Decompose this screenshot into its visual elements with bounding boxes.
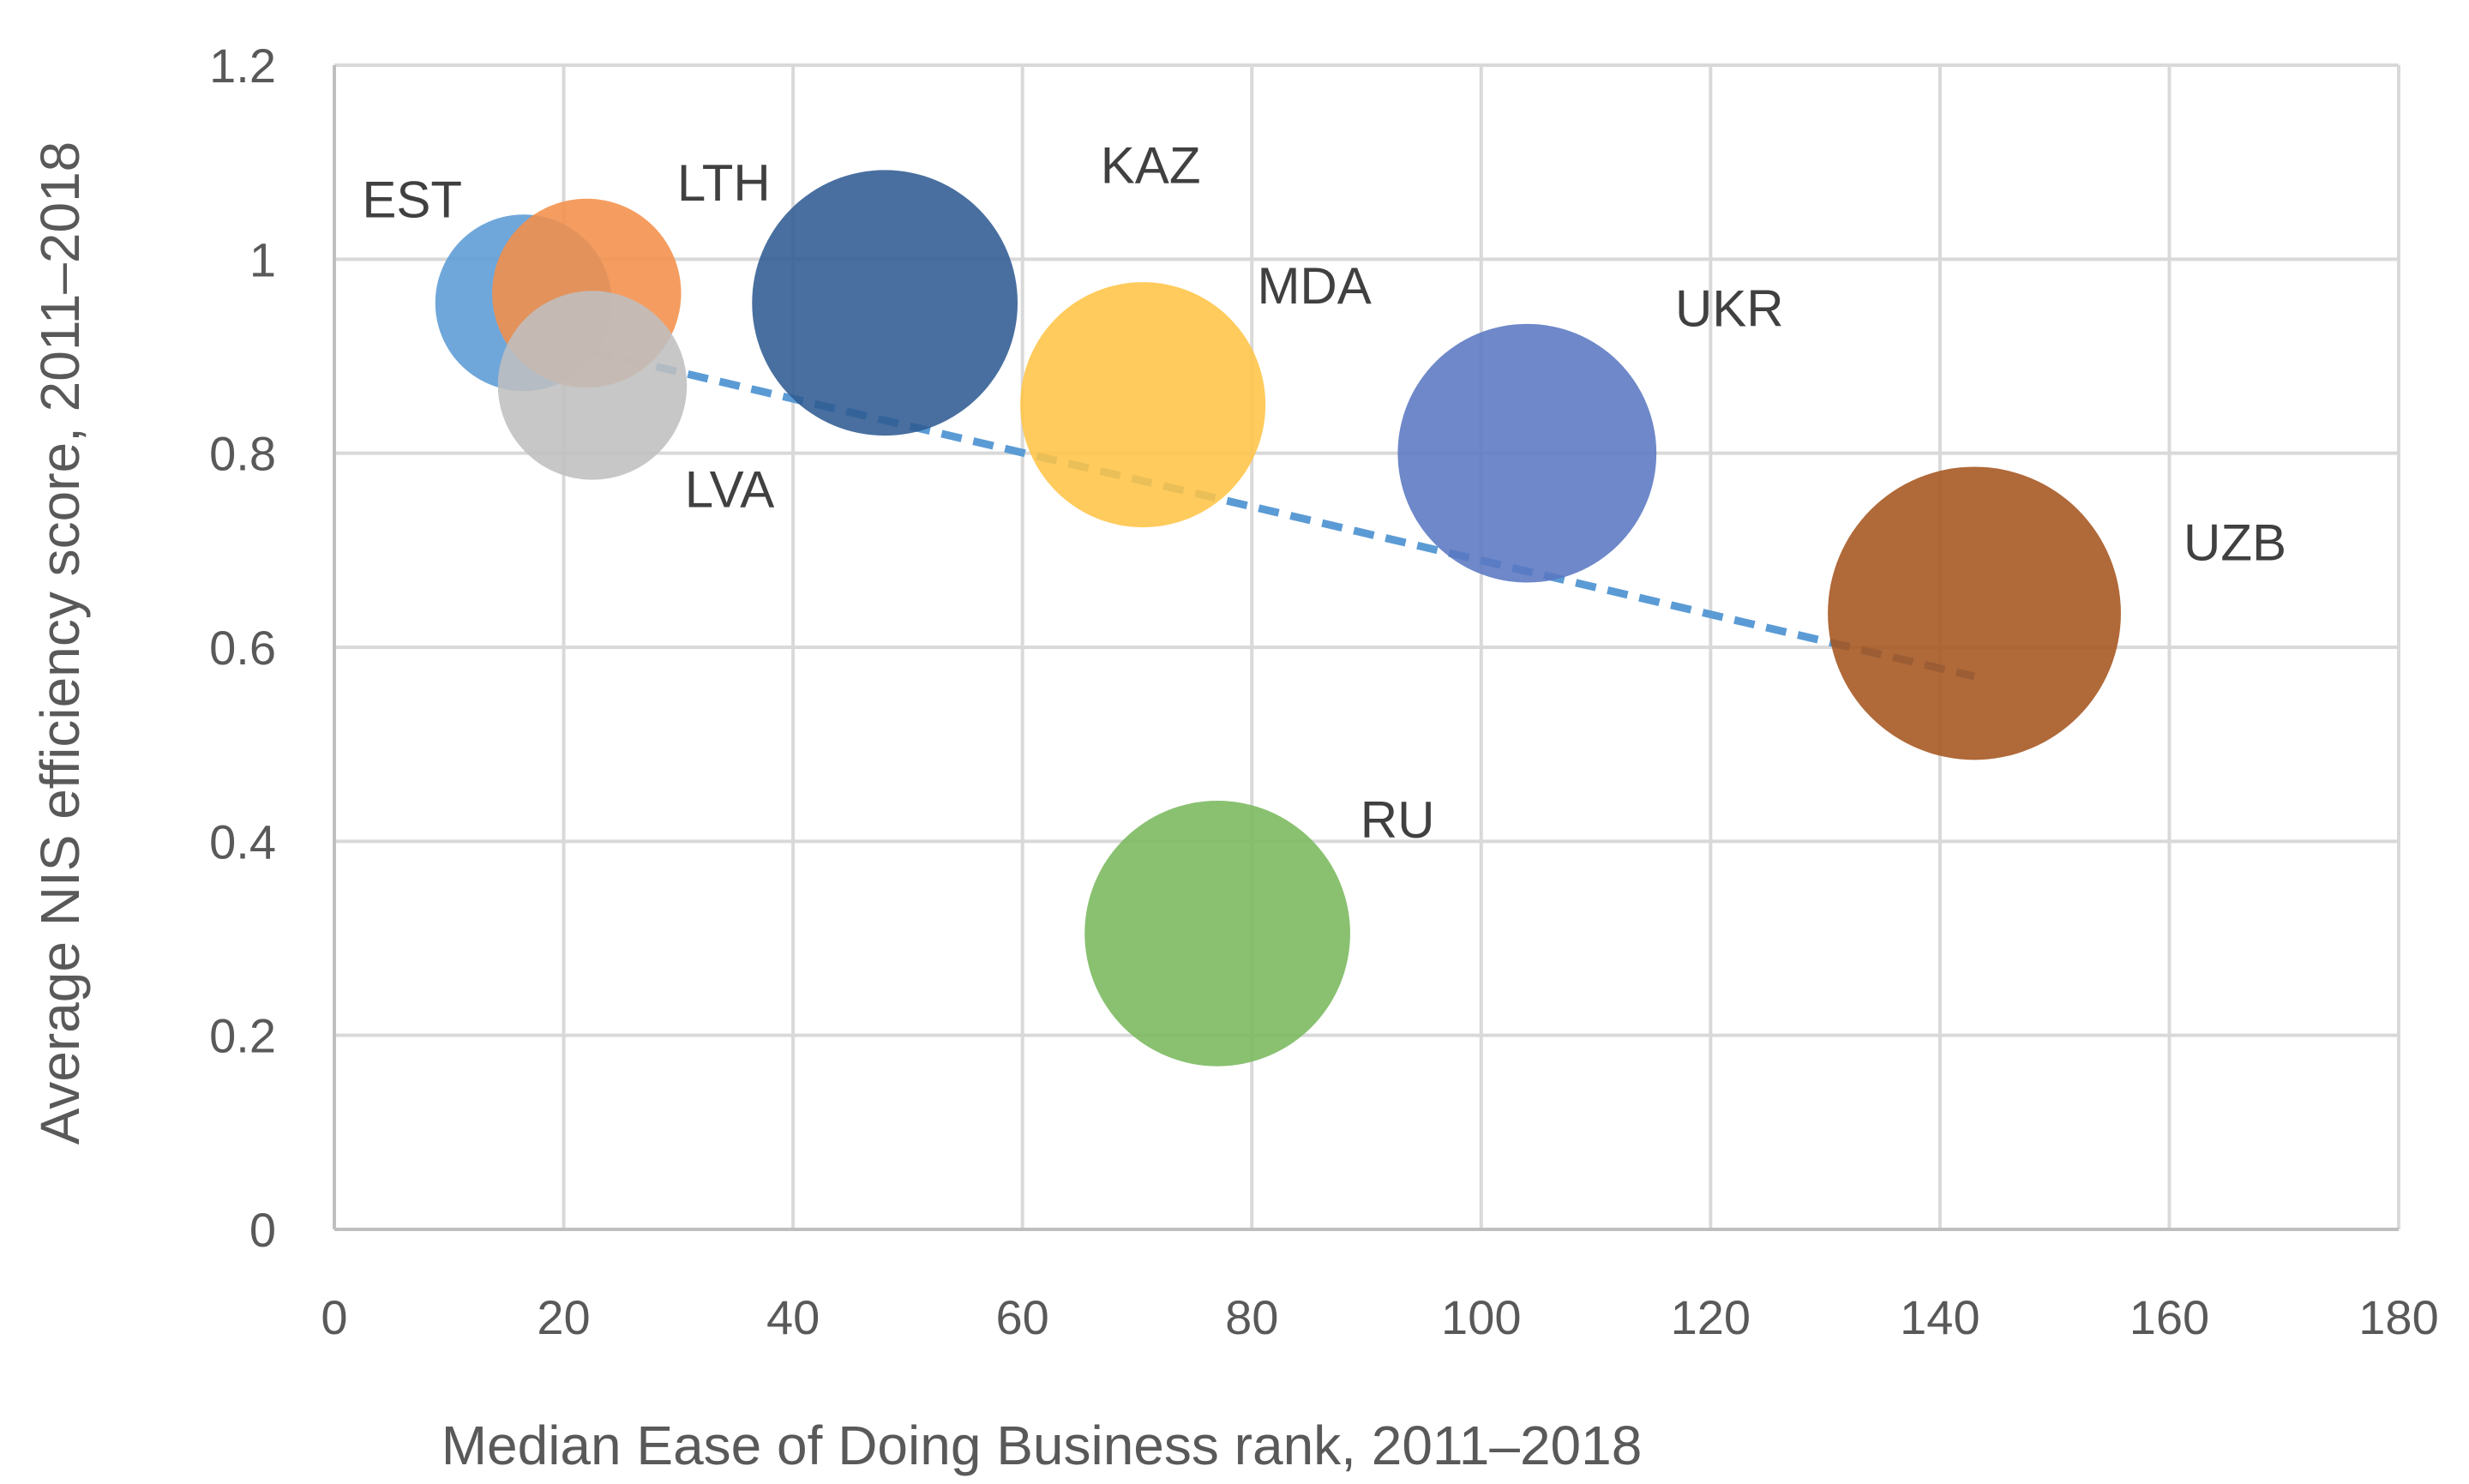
bubble-lva [497,291,688,480]
x-tick-label: 20 [537,1290,590,1344]
x-tick-label: 120 [1671,1290,1751,1344]
bubble-labels: EST LTH LVA KAZ MDA UKR UZB RU [362,136,2286,849]
bubble-ukr [1397,323,1657,583]
bubble-ru [1084,800,1350,1066]
y-tick-label: 0.2 [209,1009,276,1063]
bubble-label-lth: LTH [677,154,771,212]
bubbles [435,170,2121,1066]
bubble-uzb [1828,466,2121,760]
x-tick-label: 80 [1225,1290,1278,1344]
bubble-label-uzb: UZB [2184,514,2286,571]
x-tick-label: 0 [321,1290,347,1344]
y-tick-label: 1 [249,232,276,286]
bubble-label-lva: LVA [685,460,775,518]
y-axis-title: Average NIS efficiency score, 2011–2018 [29,141,91,1145]
x-tick-label: 160 [2130,1290,2209,1344]
bubble-label-ru: RU [1361,791,1435,849]
bubble-label-kaz: KAZ [1101,136,1201,194]
y-tick-label: 1.2 [209,39,276,93]
bubble-kaz [752,170,1018,436]
x-tick-label: 60 [996,1290,1049,1344]
axes [333,65,2399,1231]
y-tick-label: 0.8 [209,427,276,481]
bubble-label-mda: MDA [1257,257,1371,315]
trendline [528,333,1976,681]
bubble-label-est: EST [362,171,462,228]
x-tick-label: 140 [1900,1290,1979,1344]
tick-labels: 0 0.2 0.4 0.6 0.8 1 1.2 0 20 40 60 80 100 120 140 160 18… [209,39,2439,1344]
y-tick-label: 0.6 [209,621,276,675]
bubble-label-ukr: UKR [1675,280,1784,338]
x-tick-label: 40 [766,1290,820,1344]
x-axis-title: Median Ease of Doing Business rank, 2011… [442,1415,1643,1476]
trendline-layer [528,333,1976,681]
y-tick-label: 0 [249,1203,276,1257]
x-tick-label: 180 [2358,1290,2438,1344]
y-tick-label: 0.4 [209,814,276,868]
x-tick-label: 100 [1441,1290,1521,1344]
bubble-mda [1020,282,1266,528]
